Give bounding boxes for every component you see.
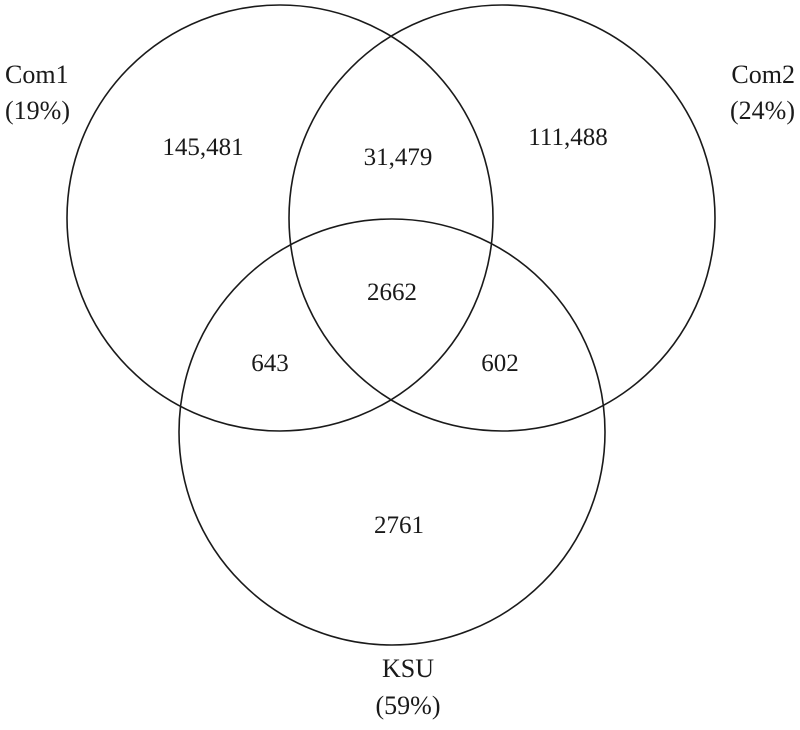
com2-label: Com2 bbox=[731, 60, 795, 89]
com2-share: (24%) bbox=[730, 96, 795, 125]
com1-circle bbox=[66, 4, 494, 432]
com1-label: Com1 bbox=[5, 60, 69, 89]
com2-circle bbox=[288, 4, 716, 432]
com1-share: (19%) bbox=[5, 96, 70, 125]
ksu-only-count: 2761 bbox=[374, 512, 424, 539]
com2-ksu-count: 602 bbox=[481, 350, 519, 377]
ksu-label: KSU bbox=[382, 654, 434, 683]
ksu-circle bbox=[178, 218, 606, 646]
com1-ksu-count: 643 bbox=[251, 350, 289, 377]
com1-com2-count: 31,479 bbox=[364, 144, 433, 171]
all-three-count: 2662 bbox=[367, 279, 417, 306]
ksu-share: (59%) bbox=[376, 691, 441, 720]
com1-only-count: 145,481 bbox=[162, 134, 243, 161]
com2-only-count: 111,488 bbox=[528, 124, 607, 151]
